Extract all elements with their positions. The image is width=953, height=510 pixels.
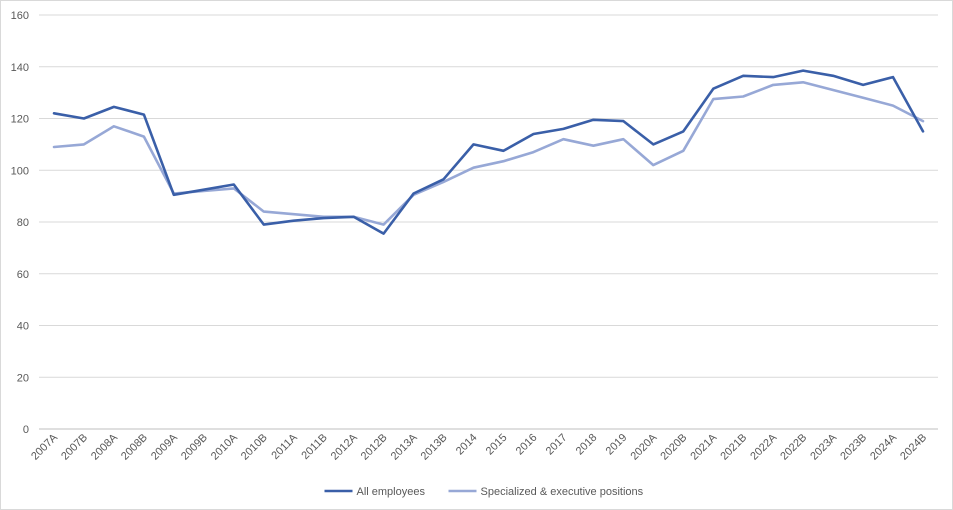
y-tick-label: 0: [23, 424, 29, 436]
y-tick-label: 140: [11, 62, 29, 74]
x-tick-label: 2024B: [898, 432, 929, 463]
x-tick-label: 2016: [514, 432, 540, 458]
x-tick-label: 2020B: [658, 432, 689, 463]
x-tick-label: 2013A: [389, 431, 420, 462]
x-tick-label: 2021A: [688, 431, 719, 462]
gridlines: [39, 14, 938, 430]
x-tick-label: 2020A: [628, 431, 659, 462]
y-tick-label: 160: [11, 10, 29, 22]
x-tick-label: 2011B: [299, 432, 329, 462]
x-tick-label: 2008A: [89, 431, 120, 462]
x-tick-label: 2015: [484, 432, 510, 458]
y-tick-label: 60: [17, 269, 29, 281]
x-tick-label: 2007A: [29, 431, 60, 462]
x-tick-label: 2023B: [838, 432, 869, 463]
y-tick-label: 20: [17, 372, 29, 384]
x-tick-label: 2022B: [778, 432, 809, 463]
x-tick-label: 2009A: [149, 431, 180, 462]
x-tick-label: 2023A: [808, 431, 839, 462]
series-line-1: [52, 81, 925, 226]
x-tick-label: 2021B: [718, 432, 749, 463]
series-lines: [52, 69, 925, 235]
x-tick-label: 2013B: [419, 432, 450, 463]
x-tick-label: 2008B: [119, 432, 150, 463]
x-tick-label: 2024A: [868, 431, 899, 462]
x-tick-label: 2022A: [748, 431, 779, 462]
x-tick-label: 2014: [454, 432, 480, 458]
legend: All employees Specialized & executive pos…: [324, 486, 644, 498]
series-line-0: [52, 69, 925, 235]
y-tick-label: 40: [17, 321, 29, 333]
x-tick-label: 2017: [544, 432, 570, 458]
x-tick-label: 2009B: [179, 432, 210, 463]
x-tick-label: 2010B: [239, 432, 270, 463]
legend-label-0: All employees: [357, 486, 426, 498]
x-tick-label: 2012B: [359, 432, 390, 463]
legend-label-1: Specialized & executive positions: [481, 486, 644, 498]
x-axis-ticks: 2007A2007B2008A2008B2009A2009B2010A2010B…: [29, 431, 929, 462]
x-tick-label: 2018: [574, 432, 600, 458]
y-axis-ticks: 0 20 40 60 80 100 120 140 160: [11, 10, 29, 436]
y-tick-label: 100: [11, 165, 29, 177]
x-tick-label: 2011A: [269, 431, 300, 462]
x-tick-label: 2010A: [209, 431, 240, 462]
y-tick-label: 120: [11, 114, 29, 126]
x-tick-label: 2012A: [329, 431, 360, 462]
x-tick-label: 2007B: [59, 432, 90, 463]
x-tick-label: 2019: [604, 432, 630, 458]
y-tick-label: 80: [17, 217, 29, 229]
